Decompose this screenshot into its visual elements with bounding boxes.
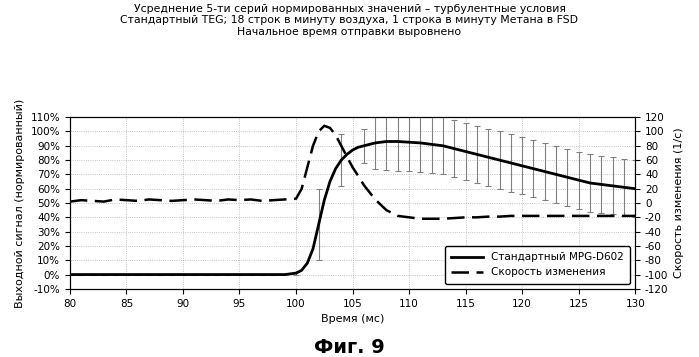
Legend: Стандартный MPG-D602, Скорость изменения: Стандартный MPG-D602, Скорость изменения [445,246,630,284]
Стандартный MPG-D602 [88,272,96,277]
Скорость изменения [461,215,470,220]
Text: Фиг. 9: Фиг. 9 [314,338,385,357]
Стандартный MPG-D602 [236,272,244,277]
Скорость изменения [631,214,640,218]
Скорость изменения [416,217,424,221]
Line: Стандартный MPG-D602: Стандартный MPG-D602 [70,141,635,275]
Скорость изменения [315,129,323,134]
Скорость изменения [88,199,96,203]
X-axis label: Время (мс): Время (мс) [321,314,384,324]
Скорость изменения [100,200,108,204]
Стандартный MPG-D602 [168,272,176,277]
Y-axis label: Скорость изменения (1/с): Скорость изменения (1/с) [674,128,684,278]
Стандартный MPG-D602 [461,149,470,154]
Стандартный MPG-D602 [348,148,356,152]
Y-axis label: Выходной сигнал (нормированный): Выходной сигнал (нормированный) [15,99,25,308]
Стандартный MPG-D602 [66,272,74,277]
Line: Скорость изменения: Скорость изменения [70,126,635,219]
Стандартный MPG-D602 [631,187,640,191]
Text: Усреднение 5-ти серий нормированных значений – турбулентные условия
Стандартный : Усреднение 5-ти серий нормированных знач… [120,4,579,37]
Стандартный MPG-D602 [134,272,142,277]
Скорость изменения [450,216,459,220]
Стандартный MPG-D602 [382,139,391,144]
Скорость изменения [236,198,244,202]
Скорость изменения [66,200,74,204]
Скорость изменения [320,124,329,128]
